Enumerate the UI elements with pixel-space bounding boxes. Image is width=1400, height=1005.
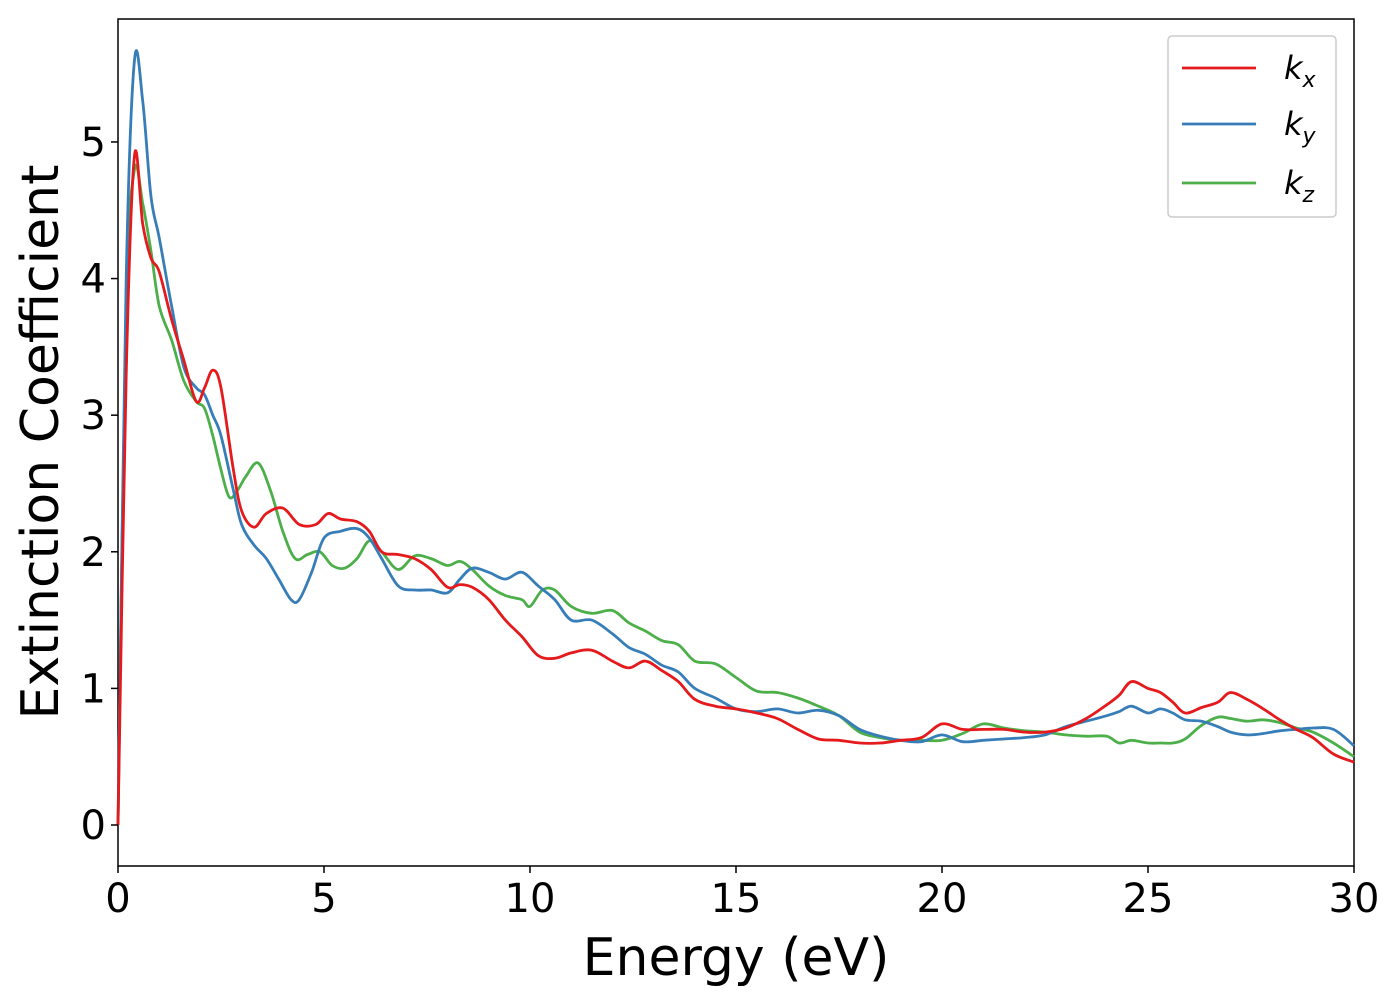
legend: kx ky kz [1167,35,1337,218]
series-layer [116,49,1355,826]
y-tick-label: 4 [81,257,106,303]
series-line-z [116,163,1355,826]
x-tick-label: 30 [1329,876,1380,922]
legend-label-y: ky [1284,105,1317,149]
x-axis: 0 5 10 15 20 25 30 [105,866,1379,922]
legend-label-z: kz [1284,164,1315,208]
legend-label-x: kx [1284,49,1317,93]
y-tick-label: 1 [81,666,106,712]
x-tick-label: 10 [505,876,556,922]
series-line-y [116,49,1355,826]
y-axis-title: Extinction Coefficient [11,165,71,720]
series-line-x [116,149,1355,826]
y-tick-label: 2 [81,530,106,576]
x-tick-label: 20 [917,876,968,922]
x-axis-title: Energy (eV) [583,928,890,988]
x-tick-label: 15 [711,876,762,922]
x-tick-label: 0 [105,876,130,922]
y-axis: 0 1 2 3 4 5 [81,120,118,849]
y-tick-label: 3 [81,393,106,439]
x-tick-label: 25 [1123,876,1174,922]
y-tick-label: 5 [81,120,106,166]
y-tick-label: 0 [81,803,106,849]
x-tick-label: 5 [311,876,336,922]
legend-box [1167,35,1337,218]
